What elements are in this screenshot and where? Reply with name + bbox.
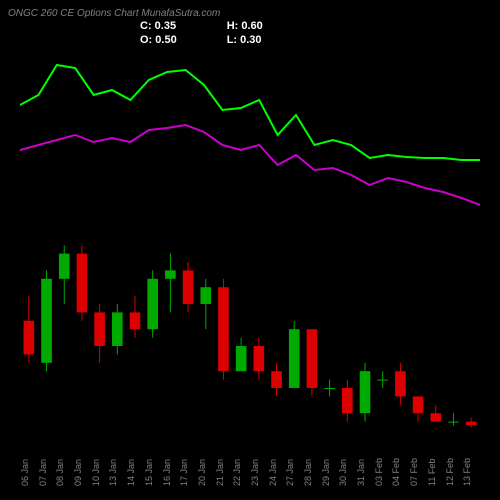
- x-axis-label: 27 Jan: [285, 452, 303, 492]
- candle-body: [307, 329, 318, 388]
- candle-body: [324, 388, 335, 389]
- candle-body: [41, 279, 52, 363]
- candle-body: [24, 321, 35, 355]
- candle-body: [77, 254, 88, 313]
- x-axis-label: 11 Feb: [427, 452, 445, 492]
- x-axis-label: 16 Jan: [162, 452, 180, 492]
- x-axis-label: 23 Jan: [250, 452, 268, 492]
- candle-body: [395, 371, 406, 396]
- x-axis: 06 Jan07 Jan08 Jan09 Jan10 Jan13 Jan14 J…: [20, 452, 480, 492]
- candle-body: [94, 312, 105, 346]
- candle-body: [448, 422, 459, 423]
- x-axis-label: 13 Feb: [462, 452, 480, 492]
- candle-body: [59, 254, 70, 279]
- candle-body: [342, 388, 353, 413]
- indicator-line-green: [20, 65, 480, 160]
- candle-body: [130, 312, 141, 329]
- x-axis-label: 08 Jan: [55, 452, 73, 492]
- candlestick-panel: [20, 220, 480, 430]
- chart-area: [20, 0, 480, 450]
- x-axis-label: 28 Jan: [303, 452, 321, 492]
- candle-body: [430, 413, 441, 421]
- candle-body: [254, 346, 265, 371]
- x-axis-label: 07 Feb: [409, 452, 427, 492]
- candle-body: [236, 346, 247, 371]
- candle-body: [271, 371, 282, 388]
- candle-body: [200, 287, 211, 304]
- x-axis-label: 31 Jan: [356, 452, 374, 492]
- candle-body: [112, 312, 123, 346]
- candle-body: [289, 329, 300, 388]
- x-axis-label: 15 Jan: [144, 452, 162, 492]
- x-axis-label: 06 Jan: [20, 452, 38, 492]
- candle-body: [360, 371, 371, 413]
- candle-body: [183, 270, 194, 304]
- x-axis-label: 03 Feb: [374, 452, 392, 492]
- candle-body: [218, 287, 229, 371]
- x-axis-label: 24 Jan: [268, 452, 286, 492]
- x-axis-label: 04 Feb: [391, 452, 409, 492]
- x-axis-label: 09 Jan: [73, 452, 91, 492]
- x-axis-label: 10 Jan: [91, 452, 109, 492]
- candle-body: [466, 422, 477, 425]
- x-axis-label: 14 Jan: [126, 452, 144, 492]
- x-axis-label: 30 Jan: [338, 452, 356, 492]
- candle-body: [377, 380, 388, 381]
- x-axis-label: 21 Jan: [215, 452, 233, 492]
- x-axis-label: 29 Jan: [321, 452, 339, 492]
- indicator-line-magenta: [20, 125, 480, 205]
- x-axis-label: 13 Jan: [108, 452, 126, 492]
- candle-body: [147, 279, 158, 329]
- indicator-lines-panel: [20, 50, 480, 210]
- candle-body: [165, 270, 176, 278]
- x-axis-label: 12 Feb: [445, 452, 463, 492]
- x-axis-label: 22 Jan: [232, 452, 250, 492]
- x-axis-label: 20 Jan: [197, 452, 215, 492]
- x-axis-label: 07 Jan: [38, 452, 56, 492]
- x-axis-label: 17 Jan: [179, 452, 197, 492]
- candle-body: [413, 396, 424, 413]
